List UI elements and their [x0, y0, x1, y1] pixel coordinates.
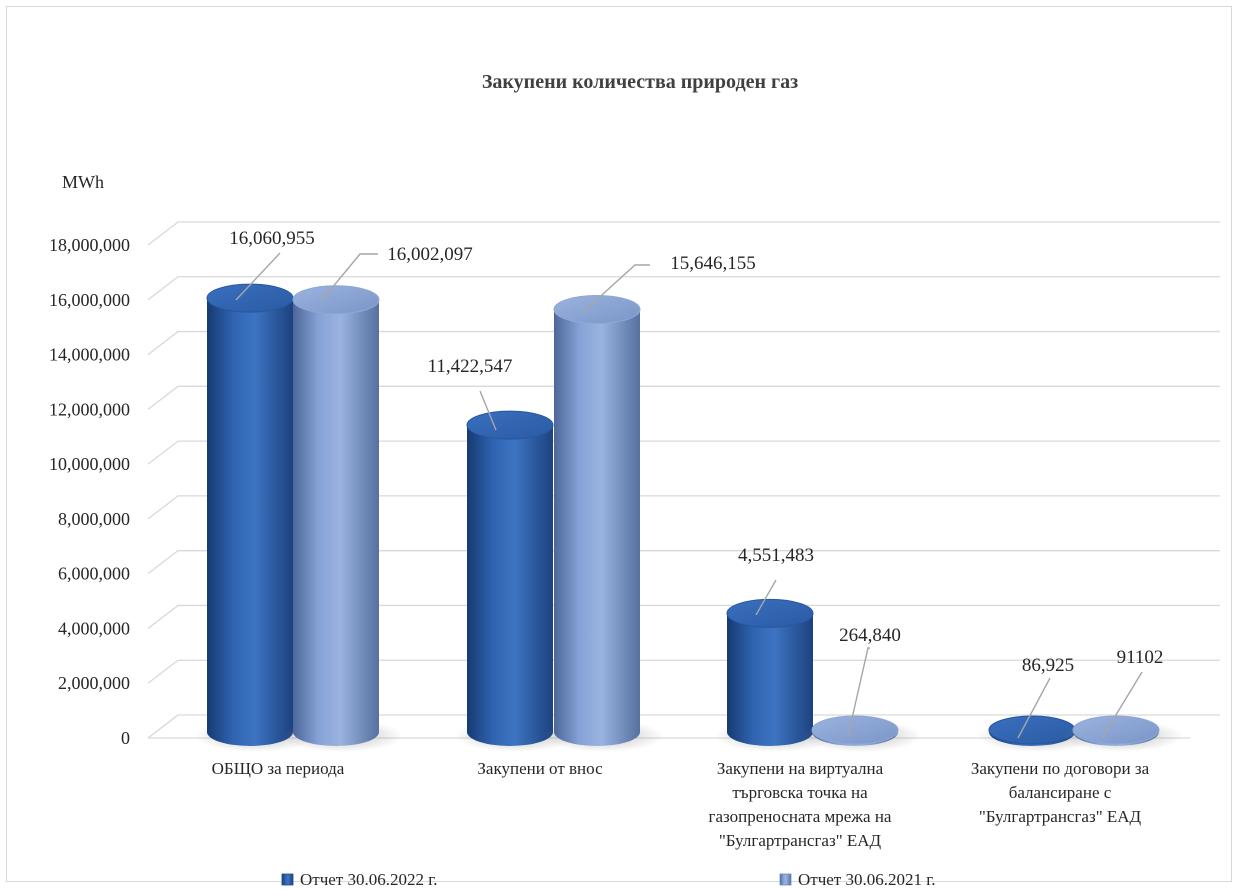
y-tick-label: 2,000,000: [58, 673, 130, 693]
y-axis-ticks: 0 2,000,000 4,000,000 6,000,000 8,000,000 10,…: [49, 235, 130, 748]
gridline: [147, 440, 1220, 465]
gridline: [147, 604, 1220, 629]
gridline: [147, 495, 1220, 520]
x-category-label: "Булгартрансгаз" ЕАД: [719, 831, 882, 850]
data-label-leader: [581, 264, 650, 314]
x-category-label: ОБЩО за периода: [212, 759, 345, 778]
y-tick-label: 12,000,000: [49, 399, 130, 419]
data-label-0-2: 4,551,483: [738, 545, 814, 566]
x-axis-categories: ОБЩО за периода Закупени от внос Закупени …: [212, 759, 1150, 850]
data-label-1-3: 91102: [1117, 647, 1164, 668]
data-labels: 16,060,955 11,422,547 4,551,483 86,925 16,00…: [229, 228, 1164, 739]
data-label-leader: [235, 252, 281, 301]
bar-cap-0-1: [466, 410, 554, 440]
bar-cap-1-3: [1072, 715, 1160, 745]
y-tick-label: 10,000,000: [49, 454, 130, 474]
bar-cap-1-2: [811, 715, 899, 745]
bars: [195, 283, 1183, 752]
bar-cap-1-1: [553, 294, 641, 324]
y-tick-label: 4,000,000: [58, 618, 130, 638]
y-tick-label: 14,000,000: [49, 345, 130, 365]
data-label-leader: [321, 253, 378, 301]
gridline: [147, 276, 1220, 301]
data-label-0-3: 86,925: [1022, 655, 1074, 676]
legend-entry-1: Отчет 30.06.2021 г.: [798, 870, 936, 889]
data-label-leader: [755, 579, 777, 616]
gridline: [147, 659, 1220, 684]
bar-1-1: [554, 309, 640, 746]
x-category-label: балансиране с: [1009, 783, 1112, 802]
data-label-0-1: 11,422,547: [428, 356, 513, 377]
y-tick-label: 0: [121, 728, 130, 748]
gridline: [147, 550, 1220, 575]
data-label-leader: [1101, 671, 1143, 739]
x-category-label: търговска точка на: [732, 783, 868, 802]
y-axis-unit-label: MWh: [62, 172, 104, 192]
data-label-1-0: 16,002,097: [387, 244, 473, 265]
bar-cap-1-0: [292, 285, 380, 315]
data-label-0-0: 16,060,955: [229, 228, 315, 249]
gridline: [147, 714, 1220, 739]
legend: Отчет 30.06.2022 г. Отчет 30.06.2021 г.: [281, 870, 936, 889]
bar-0-2: [727, 613, 813, 746]
gridline: [147, 385, 1220, 410]
data-label-leader: [847, 647, 870, 737]
chart-title: Закупени количества природен газ: [482, 71, 798, 93]
gridlines: [147, 221, 1220, 739]
bar-cap-0-3: [988, 715, 1076, 745]
x-category-label: Закупени от внос: [477, 759, 603, 778]
legend-entry-0: Отчет 30.06.2022 г.: [300, 870, 438, 889]
gridline: [147, 330, 1220, 356]
data-label-leader: [479, 390, 497, 431]
data-label-leader: [1017, 677, 1051, 739]
x-category-label: Закупени на виртуална: [717, 759, 884, 778]
x-category-label: газопреносната мрежа на: [709, 807, 892, 826]
x-category-label: Закупени по договори за: [971, 759, 1150, 778]
y-tick-label: 16,000,000: [49, 290, 130, 310]
x-category-label: "Булгартрансгаз" ЕАД: [979, 807, 1142, 826]
legend-swatch: [779, 873, 792, 886]
y-tick-label: 18,000,000: [49, 235, 130, 255]
data-label-1-1: 15,646,155: [670, 253, 756, 274]
bar-0-0: [207, 298, 293, 746]
legend-swatch: [281, 873, 294, 886]
bar-cap-0-2: [726, 598, 814, 628]
data-label-1-2: 264,840: [839, 625, 901, 646]
bar-cap-0-0: [206, 283, 294, 313]
y-tick-label: 8,000,000: [58, 509, 130, 529]
y-tick-label: 6,000,000: [58, 564, 130, 584]
bar-1-0: [293, 299, 379, 746]
bar-0-1: [467, 425, 553, 746]
gridline: [147, 221, 1220, 246]
